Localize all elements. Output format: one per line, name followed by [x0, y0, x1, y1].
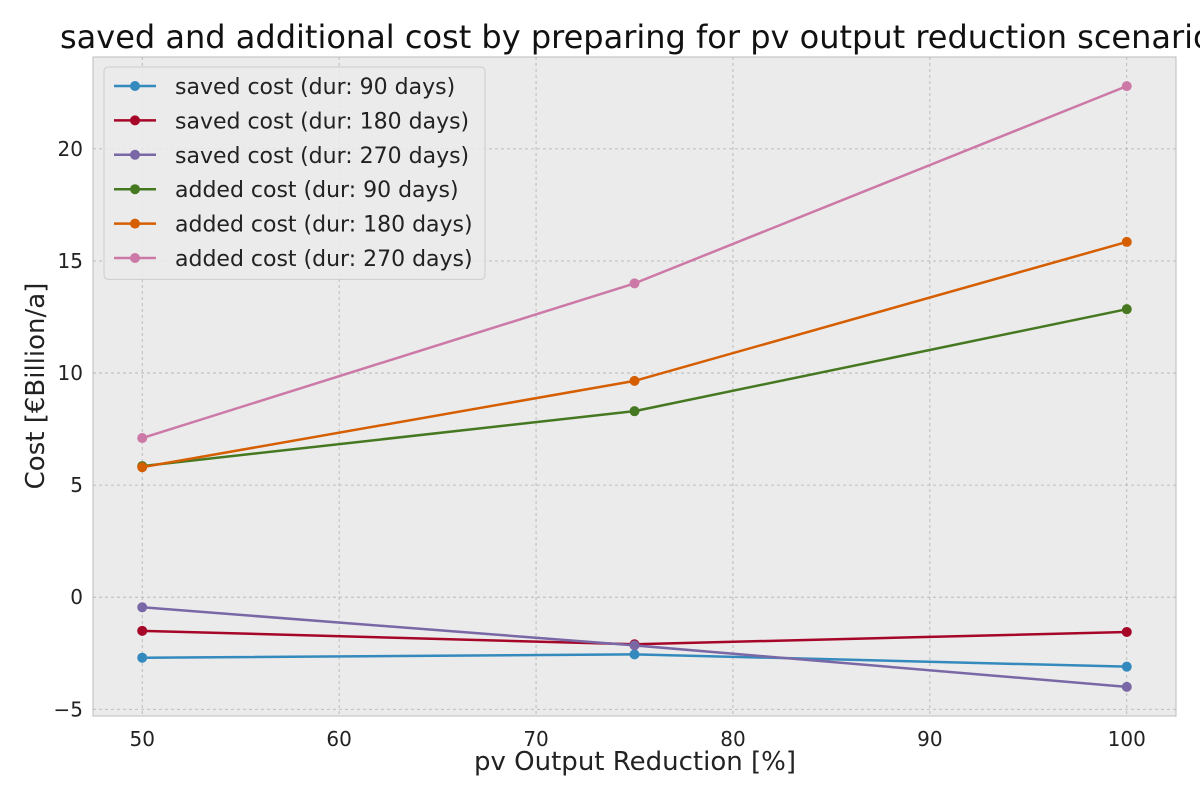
chart-title: saved and additional cost by preparing f… — [60, 18, 1200, 56]
y-tick-label: −5 — [54, 697, 83, 721]
legend-item: added cost (dur: 90 days) — [114, 178, 459, 203]
series-1 — [137, 649, 1132, 672]
x-axis-label: pv Output Reduction [%] — [474, 747, 796, 777]
legend-item: added cost (dur: 180 days) — [114, 213, 473, 238]
y-tick-label: 0 — [70, 585, 83, 609]
data-point — [629, 406, 640, 417]
data-point — [1121, 661, 1132, 672]
data-point — [629, 375, 640, 386]
y-axis-ticks: −5 0 5 10 15 20 — [54, 137, 83, 721]
data-point — [1121, 81, 1132, 92]
x-tick-label: 70 — [523, 727, 548, 751]
legend-label: saved cost (dur: 90 days) — [175, 75, 455, 100]
legend: saved cost (dur: 90 days) saved cost (dur… — [103, 66, 486, 280]
data-point — [629, 640, 640, 651]
data-point — [629, 278, 640, 289]
data-point — [629, 649, 640, 660]
legend-box — [103, 66, 486, 280]
y-tick-label: 15 — [58, 249, 83, 273]
legend-label: added cost (dur: 270 days) — [175, 247, 473, 272]
data-point — [1121, 236, 1132, 247]
x-tick-label: 50 — [130, 727, 155, 751]
x-tick-label: 80 — [720, 727, 745, 751]
series-6 — [137, 81, 1132, 444]
legend-marker — [130, 253, 140, 263]
legend-item: saved cost (dur: 180 days) — [114, 109, 469, 134]
series-layer — [137, 81, 1132, 692]
legend-label: added cost (dur: 90 days) — [175, 178, 459, 203]
legend-label: added cost (dur: 180 days) — [175, 213, 473, 238]
series-5 — [137, 236, 1132, 473]
legend-marker — [130, 81, 140, 91]
x-tick-label: 90 — [917, 727, 942, 751]
series-3 — [137, 602, 1132, 692]
data-point — [137, 602, 148, 613]
legend-marker — [130, 184, 140, 195]
legend-item: saved cost (dur: 90 days) — [114, 75, 455, 100]
legend-marker — [130, 218, 140, 229]
legend-label: saved cost (dur: 270 days) — [175, 144, 469, 169]
y-tick-label: 10 — [58, 361, 83, 385]
legend-label: saved cost (dur: 180 days) — [175, 109, 469, 134]
data-point — [1121, 626, 1132, 637]
x-tick-label: 100 — [1108, 727, 1146, 751]
x-axis-ticks: 50 60 70 80 90 100 — [130, 727, 1146, 751]
data-point — [137, 652, 148, 663]
data-point — [137, 625, 148, 636]
legend-marker — [130, 115, 140, 126]
data-point — [1121, 304, 1132, 315]
y-tick-label: 5 — [70, 473, 83, 497]
x-tick-label: 60 — [326, 727, 351, 751]
data-point — [137, 433, 148, 444]
legend-item: added cost (dur: 270 days) — [114, 247, 473, 272]
y-tick-label: 20 — [58, 137, 83, 161]
data-point — [1121, 681, 1132, 692]
data-point — [137, 462, 148, 473]
legend-marker — [130, 149, 140, 160]
y-axis-label: Cost [€Billion/a] — [21, 283, 51, 490]
legend-item: saved cost (dur: 270 days) — [114, 144, 469, 169]
